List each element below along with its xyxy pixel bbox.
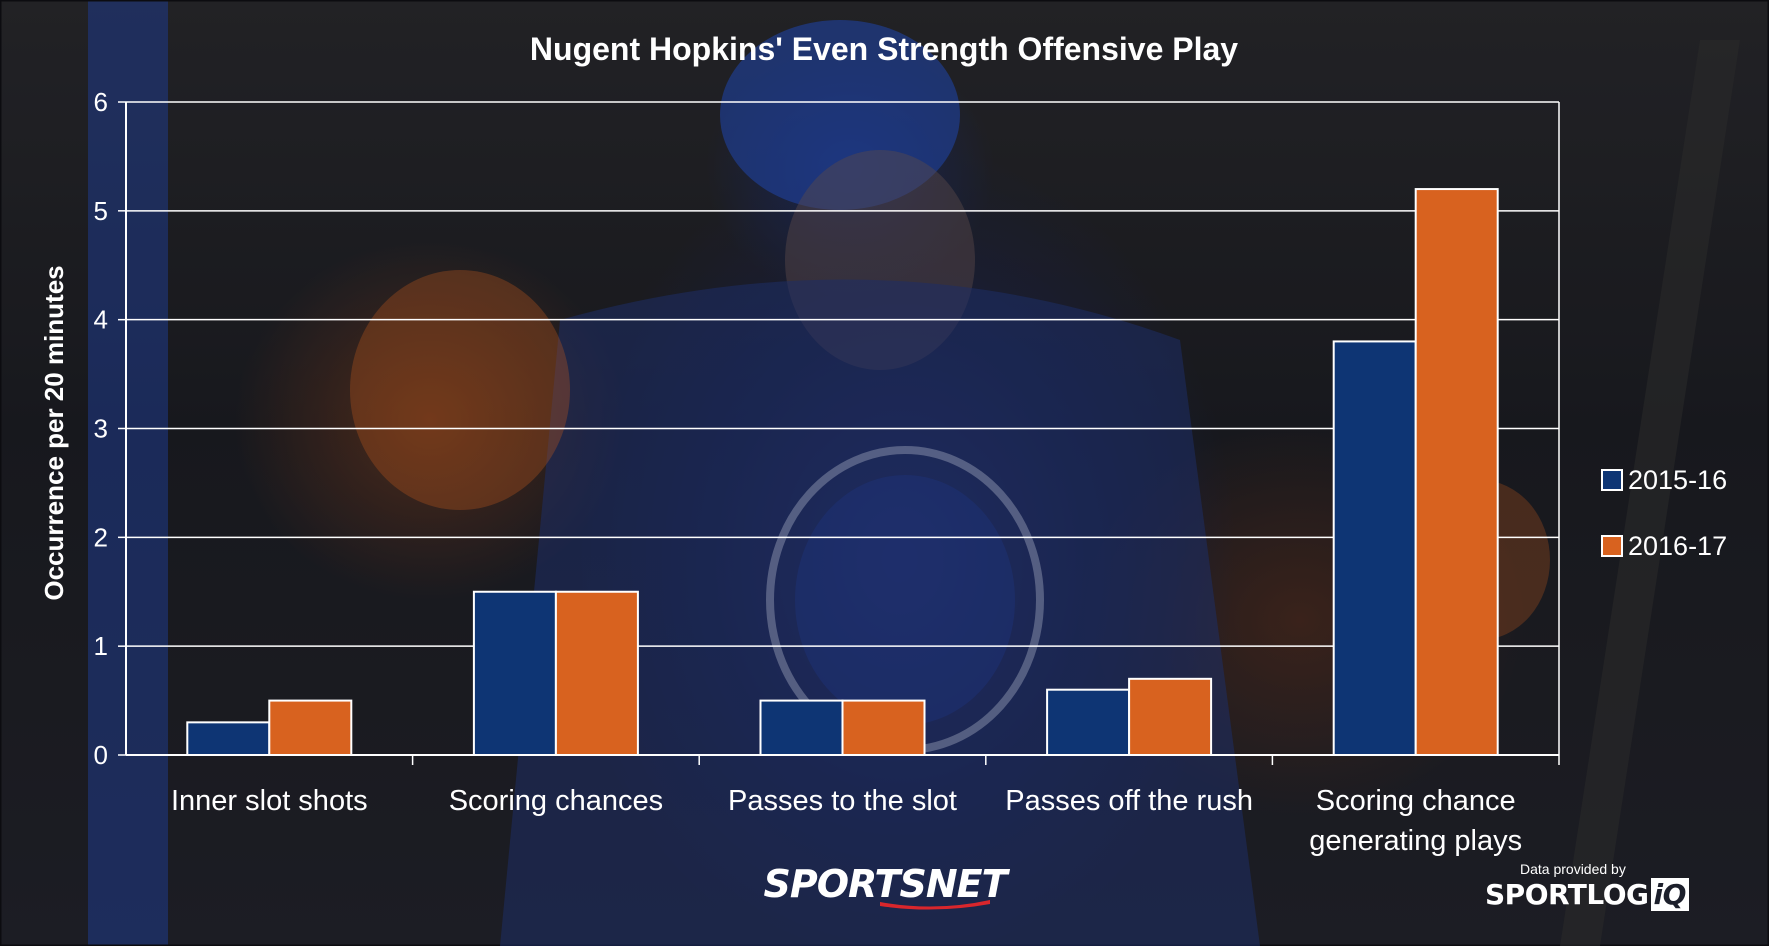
bar-2015-16-2 xyxy=(759,699,844,756)
y-tick-label: 4 xyxy=(94,305,108,335)
x-tick-label: Scoring chances xyxy=(449,785,663,817)
legend: 2015-16 2016-17 xyxy=(1601,465,1727,561)
sportlogiq-logo-text-a: SPORTLOG xyxy=(1485,878,1649,911)
chart-title: Nugent Hopkins' Even Strength Offensive … xyxy=(530,31,1238,67)
y-tick-label: 2 xyxy=(94,522,108,552)
y-tick-label: 1 xyxy=(94,631,108,661)
sportsnet-swoosh-icon xyxy=(880,900,990,910)
bar-2016-17-2 xyxy=(841,699,926,756)
x-tick-label: generating plays xyxy=(1309,825,1522,857)
sportsnet-logo-text-a: SPORTS xyxy=(763,862,926,906)
x-tick-labels: Inner slot shots Scoring chances Passes to… xyxy=(171,785,1522,857)
bars xyxy=(186,188,1499,757)
legend-swatch xyxy=(1601,535,1623,557)
data-provider-label: Data provided by xyxy=(1520,861,1626,877)
bar-2015-16-4 xyxy=(1332,340,1417,756)
x-tick-label: Scoring chance xyxy=(1316,785,1516,817)
y-tick-label: 6 xyxy=(94,87,108,117)
bar-2016-17-0 xyxy=(268,699,353,756)
y-tick-label: 0 xyxy=(94,740,108,770)
x-tick-label: Inner slot shots xyxy=(171,785,368,817)
x-tick-label: Passes off the rush xyxy=(1005,785,1253,817)
sportlogiq-logo-text-b: iQ xyxy=(1650,878,1689,911)
bar-2016-17-1 xyxy=(554,590,639,756)
bar-2015-16-3 xyxy=(1046,688,1131,757)
sportsnet-logo: SPORTSNET xyxy=(730,862,1040,912)
bar-2016-17-3 xyxy=(1128,677,1213,756)
legend-label: 2015-16 xyxy=(1628,465,1727,495)
axes xyxy=(125,102,1560,765)
bar-2015-16-0 xyxy=(186,721,271,756)
legend-label: 2016-17 xyxy=(1628,531,1727,561)
sportsnet-logo-text-b: NET xyxy=(925,862,1008,906)
sportlogiq-logo: SPORTLOG iQ xyxy=(1485,878,1689,911)
gridlines xyxy=(118,101,1560,756)
y-axis-label: Occurrence per 20 minutes xyxy=(39,265,69,600)
y-tick-labels: 0 1 2 3 4 5 6 xyxy=(94,87,108,770)
y-tick-label: 5 xyxy=(94,196,108,226)
legend-swatch xyxy=(1601,469,1623,491)
y-tick-label: 3 xyxy=(94,414,108,444)
bar-2015-16-1 xyxy=(472,590,557,756)
bar-2016-17-4 xyxy=(1414,188,1499,757)
x-tick-label: Passes to the slot xyxy=(728,785,957,817)
